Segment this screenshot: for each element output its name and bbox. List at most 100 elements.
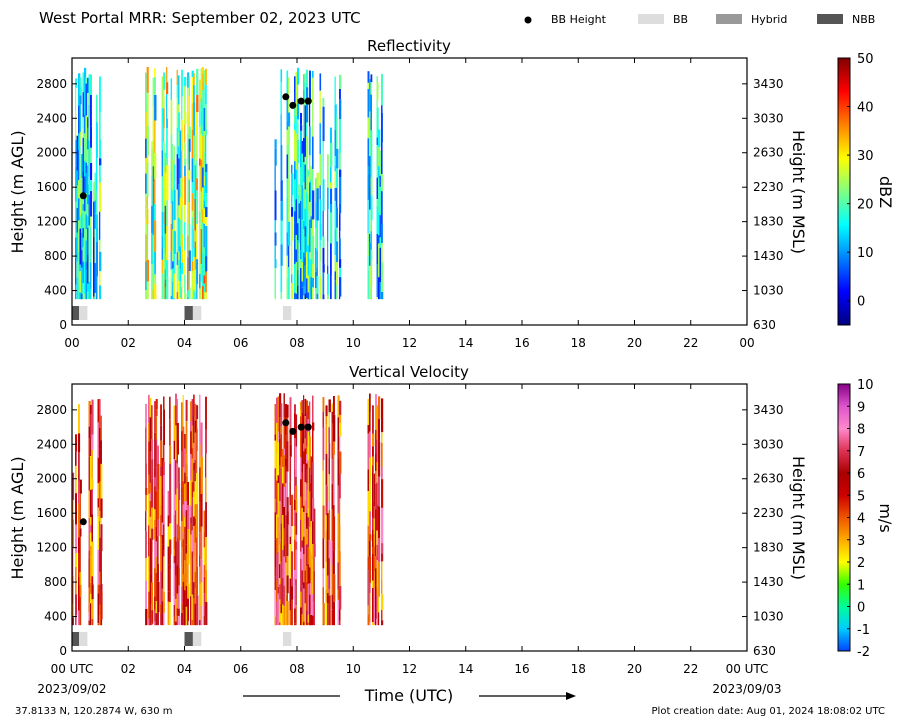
echo-cell [367,166,370,174]
echo-cell [194,588,197,604]
y-tick-label: 800 [44,575,67,589]
echo-cell [163,524,165,551]
echo-cell [200,422,203,457]
echo-cell [316,172,319,189]
echo-cell [191,158,194,183]
echo-cell [78,404,80,434]
echo-cell [306,122,308,137]
echo-cell [188,287,191,300]
echo-cell [294,539,296,571]
echo-cell [173,556,176,564]
echo-cell [151,264,154,279]
echo-cell [88,438,91,457]
echo-cell [193,415,195,444]
echo-cell [336,285,338,299]
echo-cell [82,228,85,238]
echo-cell [152,77,155,106]
echo-cell [309,285,311,300]
echo-cell [184,483,187,502]
echo-cell [173,605,175,617]
echo-cell [173,440,176,460]
velocity-colorbar-label: m/s [876,503,895,532]
echo-cell [85,214,88,230]
echo-cell [90,180,93,191]
echo-cell [376,107,379,138]
echo-cell [200,494,203,527]
echo-cell [280,265,283,293]
echo-cell [85,115,87,139]
echo-cell [315,288,317,300]
echo-cell [163,461,165,476]
y-tick-label: 2000 [36,146,67,160]
echo-cell [170,187,173,205]
echo-cell [283,585,286,607]
echo-cell [187,114,189,134]
echo-cell [312,559,315,595]
echo-cell [336,241,339,263]
echo-cell [184,560,186,591]
echo-cell [199,502,202,533]
echo-cell [181,206,183,235]
echo-cell [295,287,298,294]
echo-cell [373,506,375,519]
echo-cell [373,588,376,625]
echo-cell [181,69,183,97]
echo-cell [274,139,277,149]
echo-cell [304,105,307,132]
echo-cell [166,165,169,201]
echo-cell [294,103,296,124]
time-arrow-head [566,692,576,700]
echo-cell [172,282,174,300]
echo-cell [279,622,281,626]
echo-cell [163,96,165,109]
echo-cell [99,239,101,252]
echo-cell [85,262,87,271]
echo-cell [146,208,149,225]
echo-cell [187,564,189,584]
echo-cell [334,129,337,156]
echo-cell [203,83,205,108]
echo-cell [276,554,278,580]
echo-cell [99,481,101,512]
echo-cell [312,430,314,463]
echo-cell [298,218,301,244]
echo-cell [295,512,298,535]
echo-cell [185,620,187,626]
echo-cell [277,593,280,626]
start-date-label: 2023/09/02 [37,682,106,696]
echo-cell [79,271,82,293]
echo-cell [78,503,80,538]
echo-cell [191,271,194,298]
echo-cell [286,593,288,601]
echo-cell [146,126,149,156]
echo-cell [286,232,289,256]
echo-cell [369,534,372,541]
echo-cell [294,238,297,265]
echo-cell [72,575,74,604]
echo-cell [145,403,147,428]
echo-cell [304,545,307,571]
echo-cell [276,480,278,502]
echo-cell [280,486,283,504]
echo-cell [173,181,176,190]
echo-cell [325,453,328,486]
echo-cell [306,528,308,545]
echo-cell [295,414,298,447]
echo-cell [331,459,333,485]
echo-cell [85,77,87,84]
echo-cell [306,581,308,611]
bb-class-segment [192,306,202,320]
echo-cell [369,593,371,622]
echo-cell [309,549,311,568]
echo-cell [87,117,89,128]
echo-cell [184,142,186,159]
echo-cell [276,501,279,515]
echo-cell [184,517,186,527]
echo-cell [182,539,184,575]
echo-cell [78,576,80,611]
echo-cell [154,432,157,468]
echo-cell [301,287,304,300]
echo-cell [310,297,313,300]
echo-cell [334,200,336,230]
echo-cell [72,472,75,500]
